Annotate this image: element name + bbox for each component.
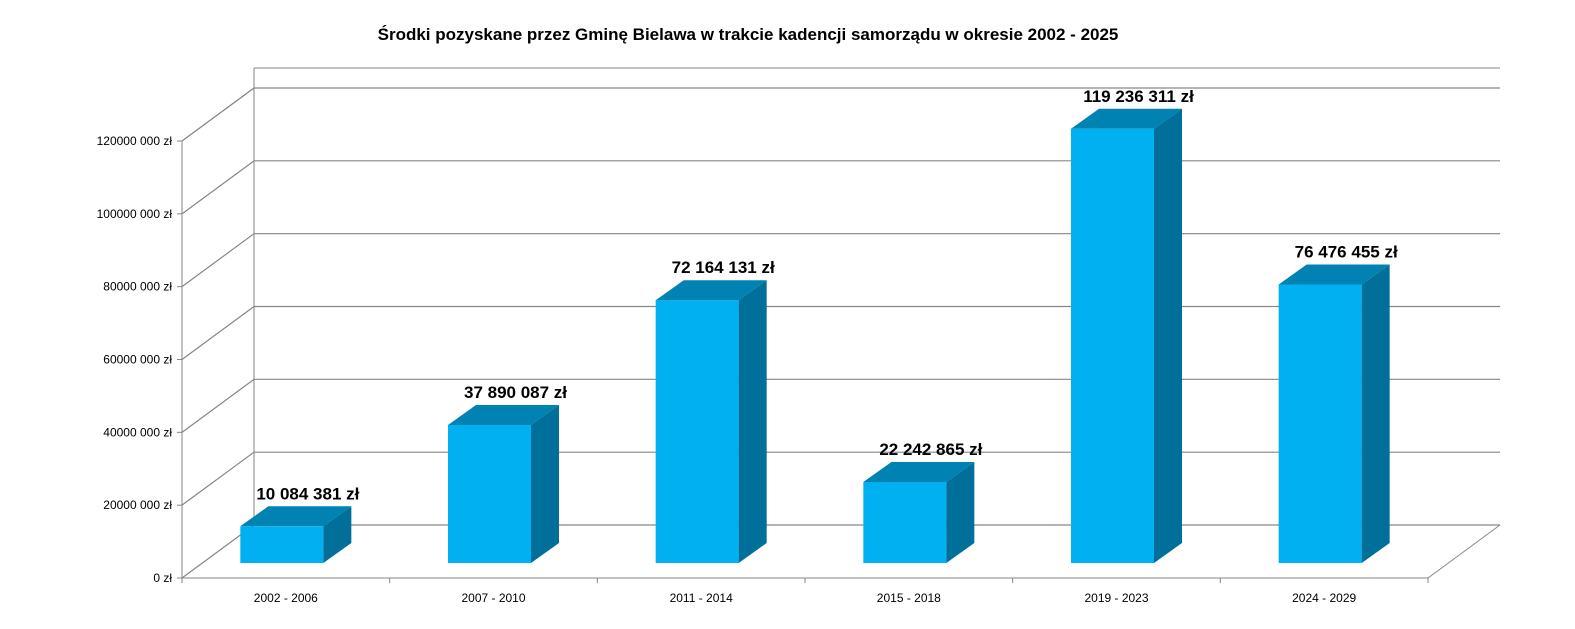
x-tick-label: 2011 - 2014: [670, 591, 733, 605]
grid-connector: [182, 68, 254, 141]
bar: [1278, 264, 1390, 563]
bar-side: [1154, 108, 1182, 563]
y-tick-label: 120000 000 zł: [97, 134, 173, 148]
bar-side: [531, 405, 559, 563]
x-tick-label: 2024 - 2029: [1292, 591, 1356, 605]
bar-side: [946, 461, 975, 563]
floor-right-edge: [1427, 524, 1501, 579]
bar-front: [1071, 128, 1154, 563]
x-tick-label: 2019 - 2023: [1084, 591, 1148, 605]
y-tick-label: 20000 000 zł: [103, 498, 172, 512]
bar-front: [240, 526, 324, 563]
data-label: 37 890 087 zł: [464, 383, 567, 402]
bar-front: [448, 425, 531, 563]
bar: [1071, 108, 1182, 563]
bar-front: [1278, 284, 1362, 563]
y-tick-label: 80000 000 zł: [103, 280, 172, 294]
data-label: 22 242 865 zł: [879, 440, 982, 459]
bar-top: [655, 280, 767, 301]
bar-top: [1071, 108, 1182, 129]
data-label: 72 164 131 zł: [672, 258, 775, 277]
data-label: 10 084 381 zł: [256, 484, 359, 503]
y-tick-label: 0 zł: [153, 571, 172, 585]
y-tick-label: 60000 000 zł: [103, 353, 172, 367]
grid-diagonal: [181, 87, 255, 142]
bar-top: [863, 461, 975, 482]
bar: [655, 280, 767, 563]
x-tick-label: 2007 - 2010: [461, 591, 525, 605]
bar-top: [240, 506, 352, 527]
data-label: 76 476 455 zł: [1295, 242, 1398, 261]
y-axis: 0 zł 20000 000 zł 40000 000 zł 60000 000 zł…: [97, 134, 183, 585]
x-axis: 2002 - 2006 2007 - 2010 2011 - 2014 2015 - …: [181, 577, 1429, 605]
gridline: [181, 87, 1500, 142]
bar: [240, 506, 352, 563]
bar-top: [448, 405, 559, 426]
bar-side: [738, 280, 767, 563]
bar-side: [1361, 264, 1390, 563]
bar-side: [323, 506, 352, 563]
bar-front: [863, 481, 947, 563]
y-tick-label: 40000 000 zł: [103, 425, 172, 439]
gridlines: [181, 67, 1501, 579]
x-tick-label: 2015 - 2018: [877, 591, 941, 605]
data-label: 119 236 311 zł: [1083, 87, 1194, 106]
x-tick-label: 2002 - 2006: [254, 591, 318, 605]
bar: [448, 405, 559, 563]
gridline: [181, 160, 1500, 215]
bars: 10 084 381 zł 37 890 087 zł 72 164 131 zł 2…: [240, 87, 1398, 563]
bar-top: [1278, 264, 1390, 285]
chart-title: Środki pozyskane przez Gminę Bielawa w t…: [378, 25, 1119, 44]
bar-front: [655, 300, 739, 563]
bar: [863, 461, 975, 563]
y-tick-label: 100000 000 zł: [97, 207, 173, 221]
